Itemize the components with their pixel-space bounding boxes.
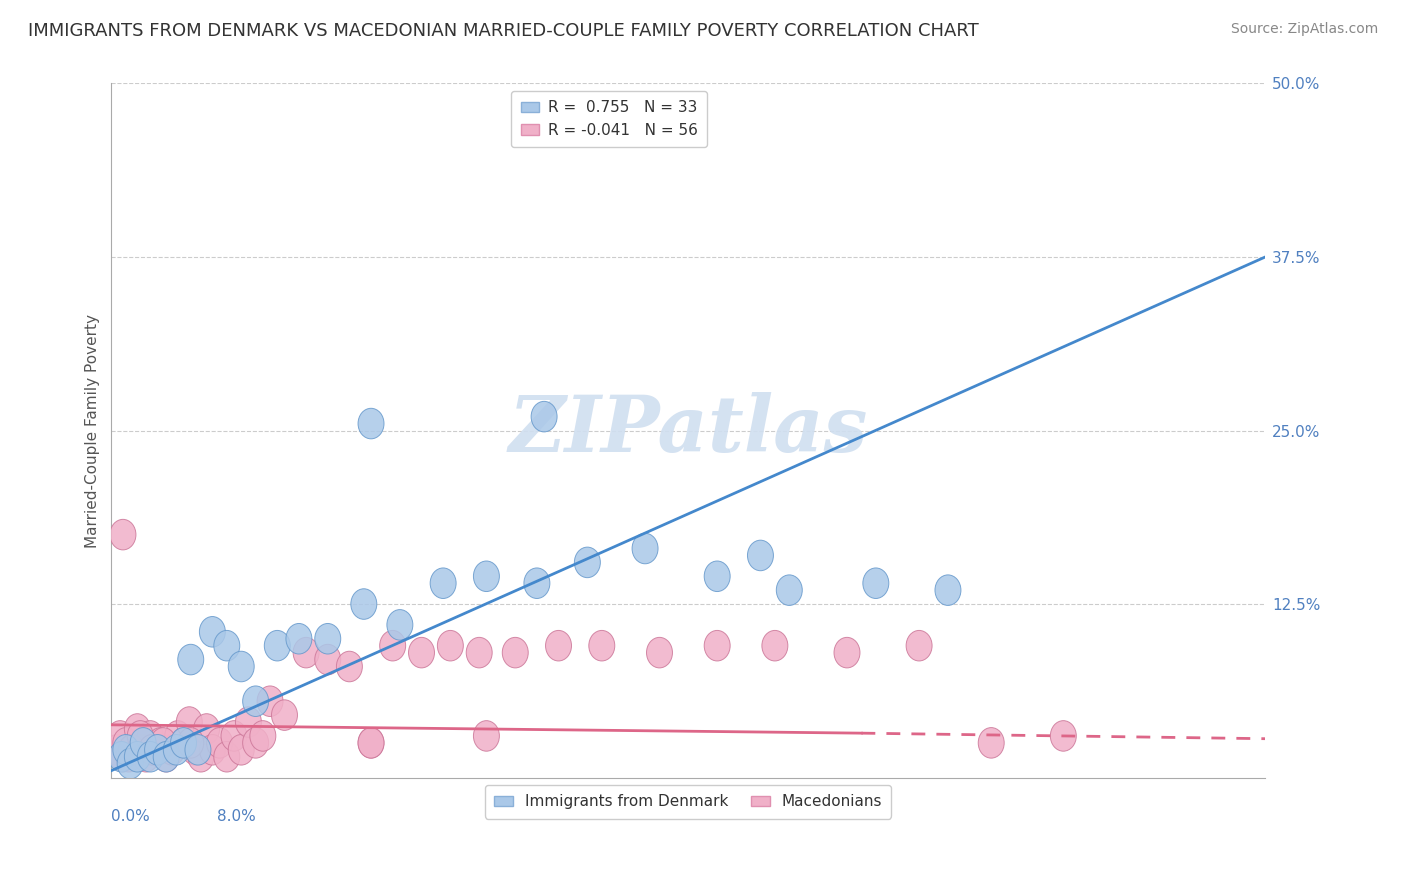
Ellipse shape xyxy=(120,734,146,765)
Ellipse shape xyxy=(150,728,176,758)
Ellipse shape xyxy=(430,568,456,599)
Ellipse shape xyxy=(264,631,290,661)
Ellipse shape xyxy=(352,589,377,619)
Ellipse shape xyxy=(118,734,145,765)
Ellipse shape xyxy=(176,706,202,738)
Ellipse shape xyxy=(935,574,960,606)
Ellipse shape xyxy=(115,741,142,772)
Ellipse shape xyxy=(243,686,269,716)
Ellipse shape xyxy=(748,541,773,571)
Ellipse shape xyxy=(177,728,204,758)
Ellipse shape xyxy=(250,721,276,751)
Ellipse shape xyxy=(243,728,269,758)
Ellipse shape xyxy=(336,651,363,681)
Ellipse shape xyxy=(546,631,571,661)
Ellipse shape xyxy=(183,734,208,765)
Ellipse shape xyxy=(108,741,135,772)
Ellipse shape xyxy=(148,728,173,758)
Ellipse shape xyxy=(257,686,283,716)
Ellipse shape xyxy=(170,728,197,758)
Ellipse shape xyxy=(163,734,190,765)
Ellipse shape xyxy=(110,519,136,549)
Ellipse shape xyxy=(359,728,384,758)
Ellipse shape xyxy=(124,714,150,744)
Ellipse shape xyxy=(979,728,1004,758)
Ellipse shape xyxy=(112,728,139,758)
Ellipse shape xyxy=(387,609,413,640)
Ellipse shape xyxy=(129,734,155,765)
Ellipse shape xyxy=(474,721,499,751)
Ellipse shape xyxy=(285,624,312,654)
Ellipse shape xyxy=(762,631,787,661)
Ellipse shape xyxy=(107,721,134,751)
Ellipse shape xyxy=(214,631,240,661)
Ellipse shape xyxy=(153,741,179,772)
Ellipse shape xyxy=(292,638,319,668)
Ellipse shape xyxy=(474,561,499,591)
Ellipse shape xyxy=(380,631,406,661)
Text: 0.0%: 0.0% xyxy=(111,809,150,824)
Ellipse shape xyxy=(124,741,150,772)
Ellipse shape xyxy=(228,651,254,681)
Ellipse shape xyxy=(177,644,204,675)
Ellipse shape xyxy=(1050,721,1077,751)
Ellipse shape xyxy=(704,561,730,591)
Ellipse shape xyxy=(235,706,262,738)
Ellipse shape xyxy=(170,728,197,758)
Text: 8.0%: 8.0% xyxy=(217,809,256,824)
Ellipse shape xyxy=(138,741,163,772)
Ellipse shape xyxy=(131,728,156,758)
Ellipse shape xyxy=(134,741,159,772)
Ellipse shape xyxy=(271,700,298,731)
Text: ZIPatlas: ZIPatlas xyxy=(509,392,868,469)
Ellipse shape xyxy=(188,741,214,772)
Ellipse shape xyxy=(200,616,225,647)
Legend: Immigrants from Denmark, Macedonians: Immigrants from Denmark, Macedonians xyxy=(485,785,891,819)
Y-axis label: Married-Couple Family Poverty: Married-Couple Family Poverty xyxy=(86,313,100,548)
Ellipse shape xyxy=(437,631,464,661)
Ellipse shape xyxy=(194,714,219,744)
Ellipse shape xyxy=(863,568,889,599)
Ellipse shape xyxy=(214,741,240,772)
Ellipse shape xyxy=(221,721,247,751)
Ellipse shape xyxy=(128,721,153,751)
Text: IMMIGRANTS FROM DENMARK VS MACEDONIAN MARRIED-COUPLE FAMILY POVERTY CORRELATION : IMMIGRANTS FROM DENMARK VS MACEDONIAN MA… xyxy=(28,22,979,40)
Ellipse shape xyxy=(409,638,434,668)
Ellipse shape xyxy=(159,734,186,765)
Ellipse shape xyxy=(186,734,211,765)
Ellipse shape xyxy=(834,638,860,668)
Ellipse shape xyxy=(633,533,658,564)
Ellipse shape xyxy=(704,631,730,661)
Ellipse shape xyxy=(647,638,672,668)
Ellipse shape xyxy=(575,547,600,578)
Ellipse shape xyxy=(359,728,384,758)
Ellipse shape xyxy=(145,734,170,765)
Ellipse shape xyxy=(153,741,179,772)
Ellipse shape xyxy=(315,644,340,675)
Ellipse shape xyxy=(112,734,139,765)
Ellipse shape xyxy=(138,721,163,751)
Ellipse shape xyxy=(104,734,131,765)
Ellipse shape xyxy=(165,721,191,751)
Ellipse shape xyxy=(776,574,803,606)
Ellipse shape xyxy=(139,734,165,765)
Ellipse shape xyxy=(142,734,167,765)
Ellipse shape xyxy=(228,734,254,765)
Ellipse shape xyxy=(467,638,492,668)
Text: Source: ZipAtlas.com: Source: ZipAtlas.com xyxy=(1230,22,1378,37)
Ellipse shape xyxy=(359,409,384,439)
Ellipse shape xyxy=(524,568,550,599)
Ellipse shape xyxy=(502,638,529,668)
Ellipse shape xyxy=(207,728,232,758)
Ellipse shape xyxy=(117,748,143,779)
Ellipse shape xyxy=(110,741,136,772)
Ellipse shape xyxy=(531,401,557,432)
Ellipse shape xyxy=(905,631,932,661)
Ellipse shape xyxy=(589,631,614,661)
Ellipse shape xyxy=(200,734,225,765)
Ellipse shape xyxy=(315,624,340,654)
